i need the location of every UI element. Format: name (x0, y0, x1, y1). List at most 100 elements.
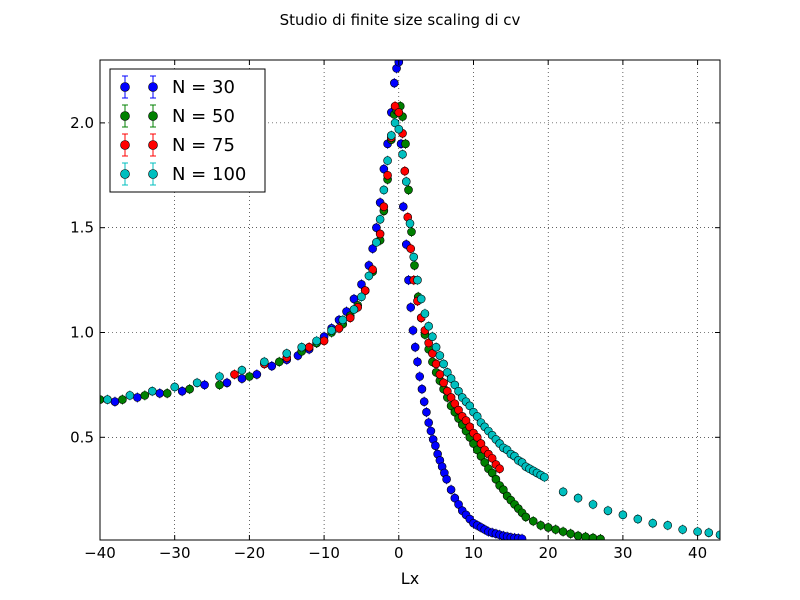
data-point (426, 426, 436, 436)
data-point (406, 244, 416, 253)
data-point (431, 359, 441, 369)
data-point (428, 332, 437, 341)
data-point (566, 529, 575, 539)
data-point (476, 439, 486, 448)
data-point (400, 166, 410, 176)
legend-box (109, 68, 266, 193)
data-point (543, 523, 553, 532)
legend-marker (148, 111, 158, 121)
data-point (446, 374, 456, 383)
data-point (237, 365, 247, 375)
x-axis-label: Lx (401, 569, 419, 588)
x-tick-label: 0 (394, 544, 404, 562)
data-point (573, 531, 583, 540)
legend-label: N = 50 (172, 106, 235, 127)
data-point (383, 170, 392, 180)
data-point (103, 395, 112, 404)
data-point (450, 493, 460, 503)
data-point (454, 386, 463, 396)
data-point (170, 382, 179, 392)
data-point (528, 516, 538, 526)
data-point (319, 336, 329, 346)
data-point (410, 261, 419, 270)
data-point (558, 527, 568, 536)
data-point (185, 384, 194, 394)
data-point (450, 380, 460, 390)
data-point (443, 386, 452, 396)
data-point (379, 185, 389, 195)
data-point (480, 458, 489, 467)
data-point (715, 530, 720, 540)
data-point (439, 359, 448, 369)
data-point (215, 380, 224, 390)
data-point (162, 388, 172, 398)
data-point (398, 150, 407, 159)
data-point (419, 397, 429, 406)
y-tick-label: 1.5 (70, 219, 94, 237)
data-point (357, 279, 366, 289)
legend-marker (120, 111, 130, 121)
grid (99, 60, 720, 540)
plot-frame (99, 59, 721, 541)
data-point (364, 271, 374, 281)
data-point (588, 500, 598, 509)
x-tick-label: 40 (688, 544, 707, 562)
data-point (424, 418, 433, 427)
legend-label: N = 75 (172, 135, 235, 156)
y-tick-label: 0.5 (70, 428, 94, 446)
data-point (435, 370, 445, 379)
data-point (409, 252, 419, 262)
data-point (406, 303, 416, 312)
data-point (177, 386, 187, 396)
data-point (274, 357, 284, 367)
data-point (368, 265, 377, 274)
data-point (499, 485, 508, 494)
data-point (495, 464, 504, 474)
data-point (390, 118, 400, 128)
data-point (633, 514, 643, 524)
data-point (454, 500, 463, 509)
data-point (398, 202, 408, 212)
data-point (408, 326, 418, 335)
y-tick-label: 2.0 (70, 114, 94, 132)
data-point (558, 487, 568, 497)
legend-label: N = 100 (172, 164, 246, 185)
legend-marker (148, 169, 158, 179)
data-point (704, 528, 714, 537)
data-point (338, 315, 348, 325)
data-point (540, 472, 549, 482)
data-point (446, 485, 456, 494)
data-point (368, 244, 377, 253)
data-point (118, 395, 127, 404)
data-point (260, 357, 269, 367)
data-point (491, 474, 501, 484)
data-point (663, 521, 673, 530)
data-point (327, 326, 336, 335)
series-layer (100, 60, 720, 540)
data-point (222, 378, 232, 388)
data-point (487, 453, 497, 463)
data-point (357, 292, 366, 302)
data-point (394, 108, 404, 117)
data-point (200, 380, 209, 390)
data-point (472, 412, 482, 421)
data-point (407, 227, 416, 237)
data-point (410, 342, 420, 352)
data-point (405, 219, 415, 228)
data-point (390, 101, 400, 111)
data-point (125, 391, 135, 400)
legend: N = 30 N = 50 N = 75 N = 100 (109, 68, 266, 193)
series-n-100 (103, 117, 720, 540)
chart-title: Studio di finite size scaling di cv (280, 11, 521, 29)
x-tick-label: 10 (464, 544, 483, 562)
data-point (334, 323, 344, 333)
data-point (413, 357, 422, 367)
axis-ticks: −40 −30 −20 −10 0 10 20 30 40 0.5 1.0 1.5 2.0 (70, 60, 720, 562)
data-point (596, 534, 605, 540)
data-point (420, 309, 430, 318)
legend-marker (148, 140, 158, 150)
data-point (110, 397, 120, 406)
data-point (431, 342, 441, 352)
data-point (573, 493, 583, 503)
data-point (517, 534, 527, 540)
